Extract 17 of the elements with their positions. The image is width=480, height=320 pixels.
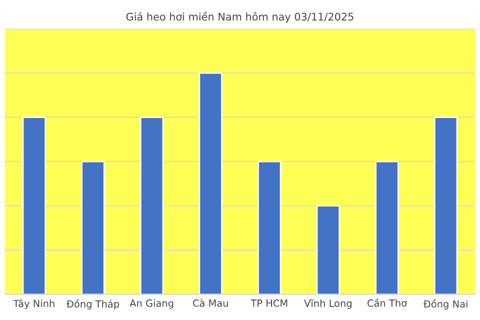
x-tick-label: Đồng Nai xyxy=(423,299,468,310)
x-tick-label: TP HCM xyxy=(250,299,288,307)
bar xyxy=(316,205,340,294)
x-tick-label: Đồng Tháp xyxy=(66,299,120,310)
x-tick-label: Tây Ninh xyxy=(13,299,54,310)
x-tick-label: Cần Thơ xyxy=(368,298,407,307)
x-tick-label: Vĩnh Long xyxy=(304,299,352,309)
chart-title: Giá heo hơi miền Nam hôm nay 03/11/2025 xyxy=(126,12,354,23)
bar xyxy=(258,160,282,294)
bar xyxy=(375,160,399,294)
x-tick-label: Cà Mau xyxy=(192,298,228,307)
bar xyxy=(22,116,46,294)
bar xyxy=(140,116,164,294)
bar xyxy=(198,72,222,294)
x-tick-label: An Giang xyxy=(130,299,174,309)
bar xyxy=(434,116,458,294)
bar xyxy=(81,160,105,294)
